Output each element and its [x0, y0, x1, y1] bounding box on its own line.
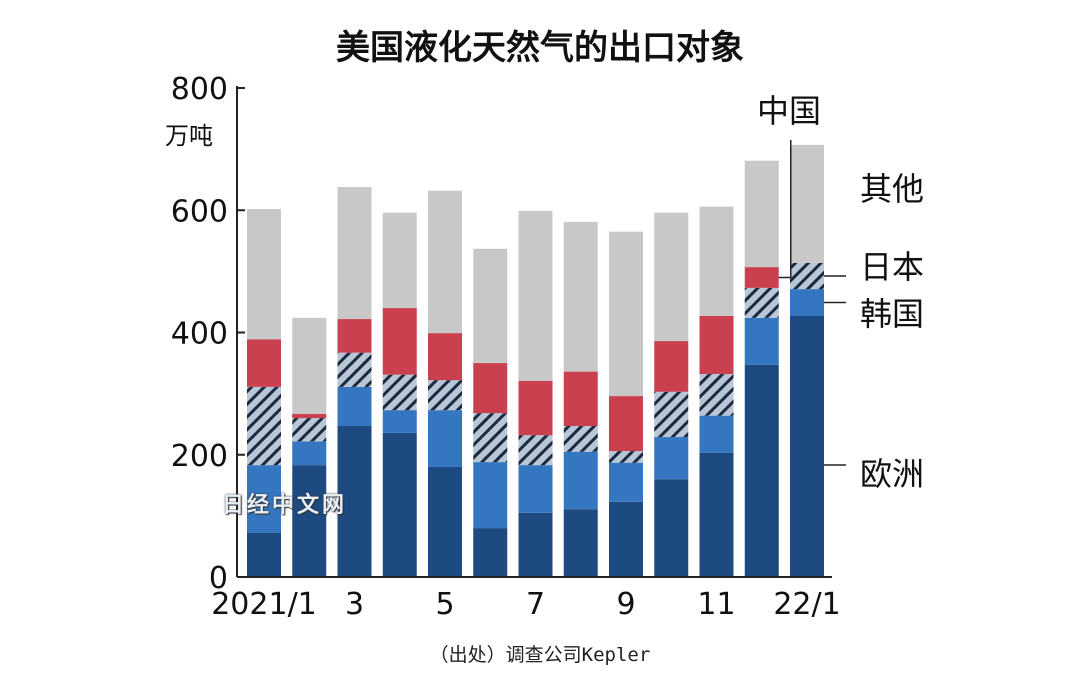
watermark: 日经中文网	[222, 493, 348, 518]
bar-segment	[247, 339, 281, 387]
bar-segment	[337, 386, 372, 427]
y-tick-label: 800	[171, 72, 228, 107]
x-tick-label: 11	[697, 587, 735, 622]
y-tick-label: 200	[171, 439, 228, 474]
bar-segment	[518, 512, 553, 577]
bar-segment	[654, 212, 689, 342]
bar-segment	[473, 363, 508, 414]
bar-segment	[654, 479, 689, 577]
y-axis-unit: 万吨	[165, 122, 213, 150]
bar-segment	[563, 509, 598, 577]
bar-segment	[337, 319, 372, 353]
bar-segment	[292, 317, 327, 414]
bar-segment	[337, 187, 372, 320]
bar-segment	[609, 462, 643, 502]
bar-segment	[382, 410, 417, 433]
bar-segment	[609, 396, 643, 452]
bar-segment	[382, 374, 417, 411]
x-tick-label: 7	[526, 587, 545, 622]
legend-label-韩国: 韩国	[860, 295, 924, 333]
bar-segment	[473, 462, 508, 529]
legend-label-中国: 中国	[757, 92, 821, 130]
x-tick-label: 3	[345, 587, 364, 622]
chart-title: 美国液化天然气的出口对象	[336, 28, 744, 68]
bar-segment	[473, 413, 508, 463]
bar-segment	[699, 374, 734, 416]
bar-segment	[790, 289, 824, 316]
x-tick-label: 5	[435, 587, 454, 622]
bar-segment	[518, 435, 553, 466]
legend-label-欧洲: 欧洲	[860, 455, 924, 493]
legend-label-其他: 其他	[860, 170, 924, 208]
bar-segment	[518, 380, 553, 436]
bar-segment	[428, 466, 462, 577]
y-tick-label: 400	[171, 317, 228, 352]
bar-segment	[428, 333, 462, 381]
bar-segment	[609, 451, 643, 463]
y-tick-label: 600	[171, 194, 228, 229]
bar-segment	[699, 452, 734, 577]
bar-segment	[699, 206, 734, 316]
bar-segment	[790, 144, 824, 263]
bar-segment	[428, 410, 462, 467]
bar-segment	[247, 532, 281, 577]
bar-segment	[744, 317, 779, 365]
bar-segment	[654, 437, 689, 480]
y-tick-label: 0	[209, 561, 228, 596]
bar-segment	[654, 391, 689, 438]
bar-segment	[563, 426, 598, 452]
bar-segment	[382, 308, 417, 375]
bar-segment	[563, 221, 598, 372]
bar-segment	[699, 415, 734, 453]
legend-label-日本: 日本	[860, 248, 924, 286]
bar-segment	[563, 371, 598, 427]
bar-segment	[247, 209, 281, 340]
bar-segment	[790, 315, 824, 577]
legend-leader-line	[778, 140, 792, 279]
bar-segment	[744, 287, 779, 318]
bar-segment	[744, 267, 779, 288]
bar-segment	[563, 451, 598, 510]
bar-segment	[292, 465, 327, 577]
bar-segment	[337, 352, 372, 387]
bar-segment	[247, 386, 281, 466]
bar-segment	[292, 441, 327, 466]
bar-segment	[518, 465, 553, 513]
bar-segment	[382, 212, 417, 309]
bar-segment	[699, 315, 734, 375]
bar-segment	[744, 364, 779, 577]
bar-segment	[473, 528, 508, 577]
bar-segment	[382, 432, 417, 577]
bar-segment	[609, 231, 643, 397]
bar-segment	[518, 210, 553, 381]
x-tick-label: 2021/1	[211, 587, 317, 622]
source-note: （出处）调查公司Kepler	[429, 644, 651, 666]
bar-segment	[247, 465, 281, 533]
bar-segment	[337, 426, 372, 577]
bar-segment	[292, 418, 327, 442]
x-tick-label: 22/1	[773, 587, 840, 622]
bar-segment	[744, 160, 779, 268]
bar-segment	[292, 413, 327, 419]
bar-segment	[428, 190, 462, 334]
bar-segment	[428, 380, 462, 411]
bar-segment	[609, 501, 643, 577]
x-tick-label: 9	[616, 587, 635, 622]
bar-segment	[654, 341, 689, 392]
bar-segment	[790, 262, 824, 290]
bar-segment	[473, 248, 508, 364]
